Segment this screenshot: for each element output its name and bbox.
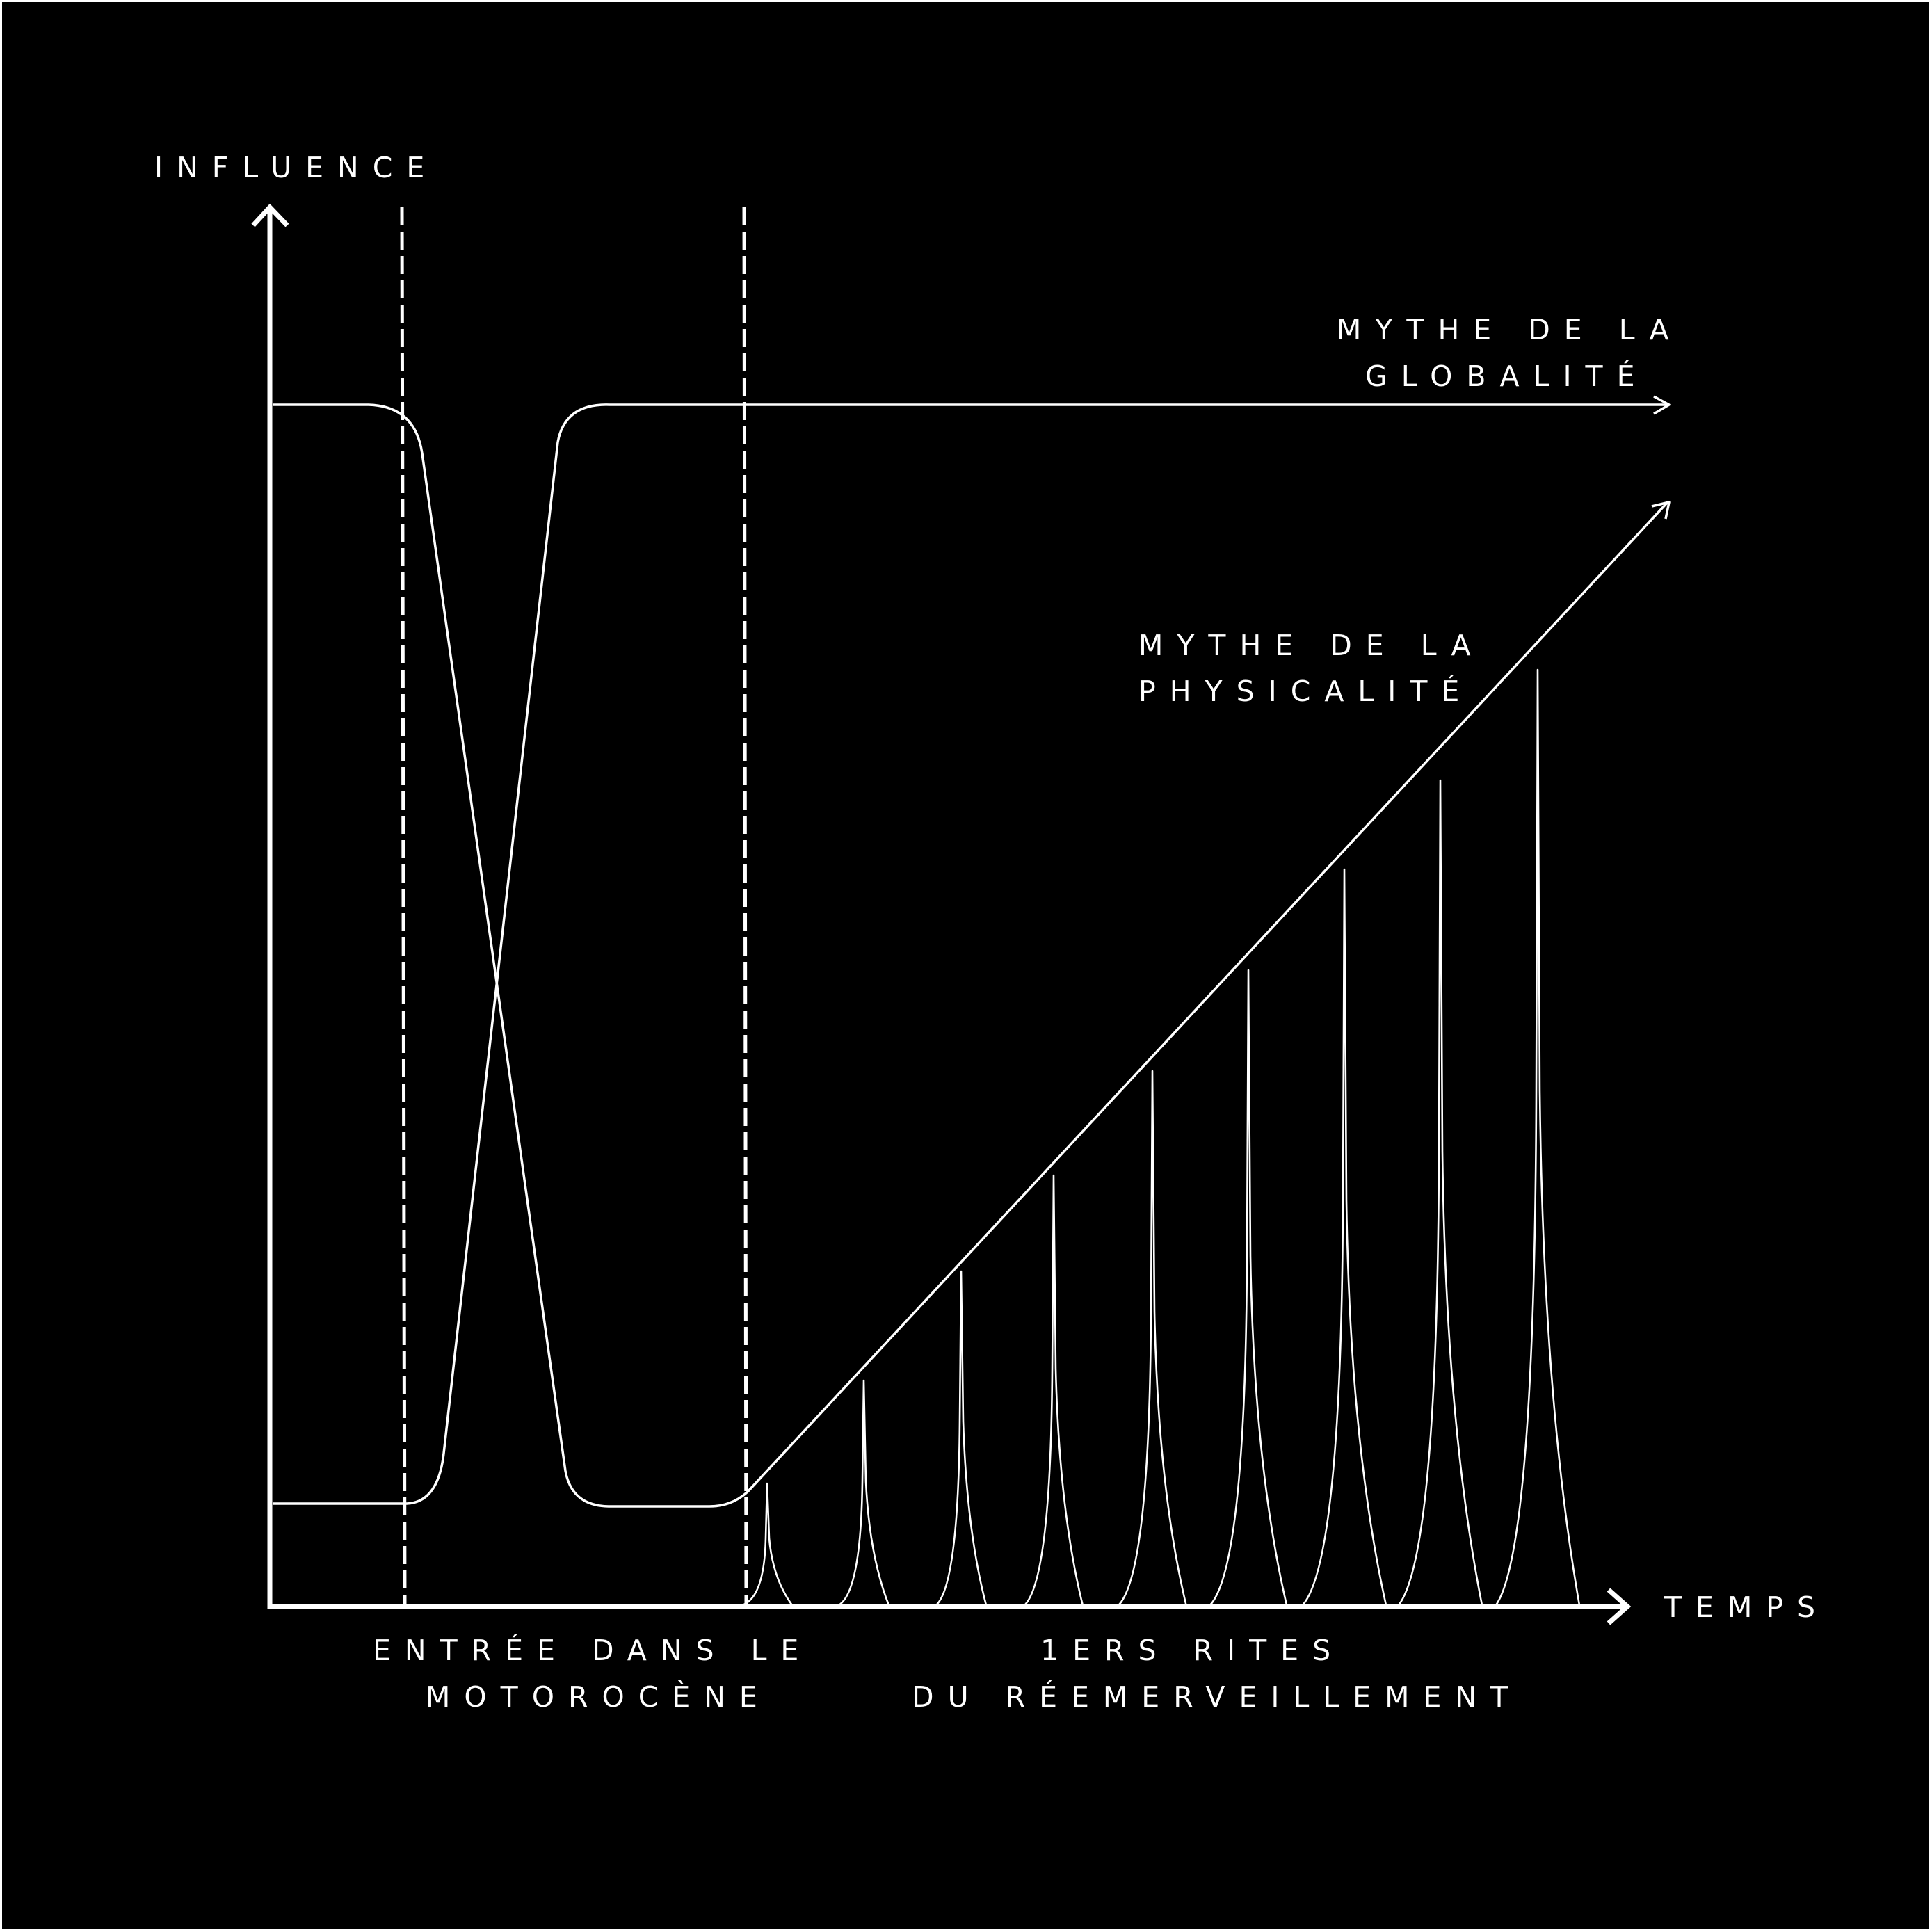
ritual-spike-3 bbox=[935, 1270, 988, 1606]
ritual-spikes bbox=[741, 668, 1581, 1607]
ritual-spike-6 bbox=[1209, 969, 1288, 1606]
motorocene-label-line1: ENTRÉE DANS LE bbox=[373, 1634, 812, 1667]
ritual-spike-5 bbox=[1118, 1070, 1187, 1606]
ritual-spike-4 bbox=[1024, 1174, 1084, 1606]
x-axis-label: TEMPS bbox=[1664, 1591, 1829, 1624]
ritual-spike-2 bbox=[838, 1379, 890, 1607]
globality-label-line2: GLOBALITÉ bbox=[1365, 360, 1648, 393]
physicality-label-line2: PHYSICALITÉ bbox=[1138, 675, 1473, 708]
physicality-curve bbox=[273, 403, 1669, 1508]
ritual-spike-1 bbox=[741, 1482, 794, 1607]
ritual-spike-9 bbox=[1495, 668, 1581, 1606]
globality-curve bbox=[273, 403, 1668, 1505]
globality-arrowhead bbox=[1653, 395, 1671, 415]
y-axis bbox=[251, 203, 289, 1609]
rites-label-line2: DU RÉEMERVEILLEMENT bbox=[912, 1680, 1522, 1714]
rites-label-line1: 1ERS RITES bbox=[1040, 1634, 1344, 1667]
rites-divider-line bbox=[742, 207, 748, 1607]
x-axis bbox=[268, 1588, 1632, 1625]
y-axis-label: INFLUENCE bbox=[154, 151, 438, 184]
motorocene-divider-line bbox=[400, 207, 407, 1607]
x-axis-arrowhead bbox=[1607, 1588, 1632, 1625]
motorocene-label-line2: MOTOROCÈNE bbox=[426, 1680, 771, 1714]
physicality-label-line1: MYTHE DE LA bbox=[1138, 629, 1485, 662]
physicality-arrowhead bbox=[1651, 501, 1671, 520]
ritual-spike-7 bbox=[1302, 868, 1387, 1606]
y-axis-arrowhead bbox=[251, 203, 289, 227]
ritual-spike-8 bbox=[1397, 779, 1483, 1606]
globality-label-line1: MYTHE DE LA bbox=[1337, 313, 1683, 346]
